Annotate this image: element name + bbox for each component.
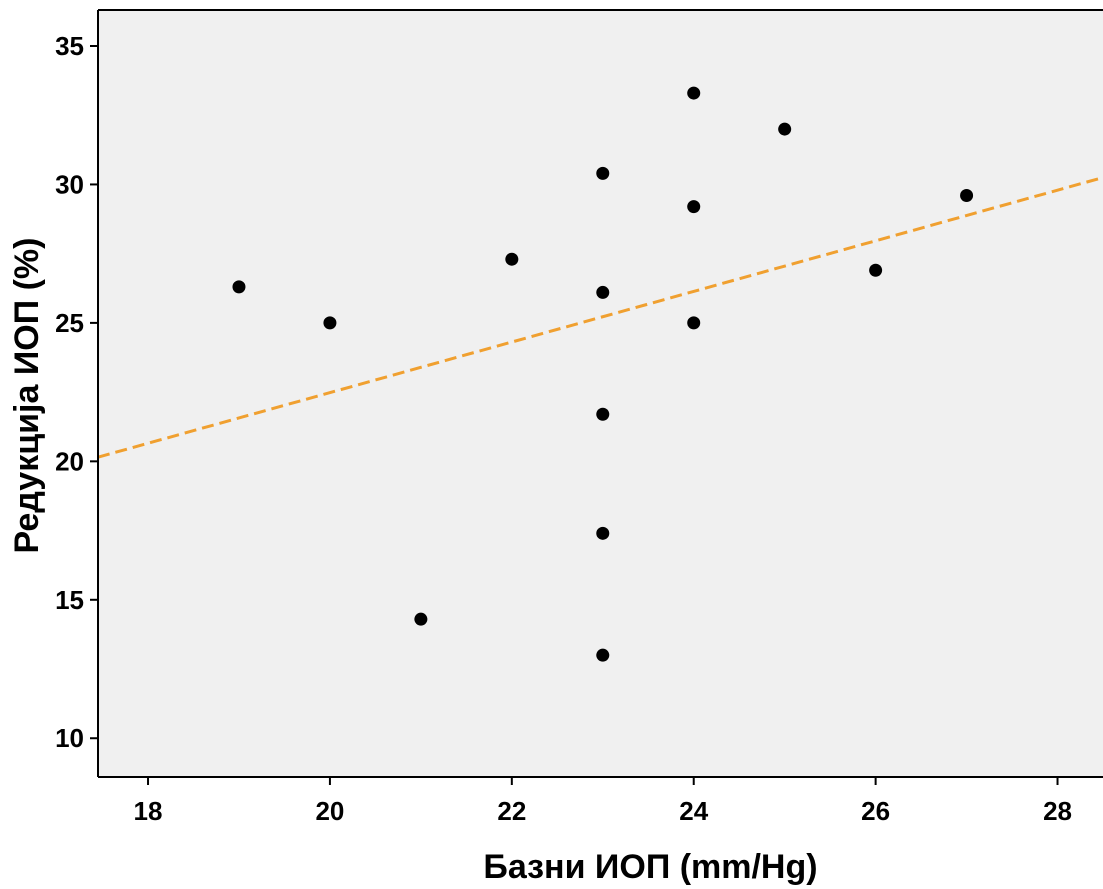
y-tick-label: 30 bbox=[55, 169, 84, 199]
y-tick-label: 15 bbox=[55, 585, 84, 615]
data-point bbox=[687, 86, 701, 100]
y-tick-label: 35 bbox=[55, 31, 84, 61]
data-point bbox=[505, 252, 519, 266]
data-point bbox=[687, 200, 701, 214]
plot-area bbox=[98, 10, 1103, 777]
data-point bbox=[232, 280, 246, 294]
data-point bbox=[596, 166, 610, 180]
x-tick-label: 22 bbox=[497, 796, 526, 826]
x-axis-title: Базни ИОП (mm/Hg) bbox=[483, 848, 817, 886]
y-axis-title: Редукција ИОП (%) bbox=[8, 238, 46, 554]
data-point bbox=[960, 189, 974, 203]
x-tick-label: 20 bbox=[315, 796, 344, 826]
data-point bbox=[869, 263, 883, 277]
axes-layer bbox=[97, 9, 1103, 778]
x-tick-label: 24 bbox=[679, 796, 708, 826]
data-point bbox=[687, 316, 701, 330]
y-tick-label: 10 bbox=[55, 723, 84, 753]
data-point bbox=[596, 285, 610, 299]
x-tick-label: 18 bbox=[134, 796, 163, 826]
fit-line-layer bbox=[97, 176, 1103, 459]
ticks-layer: 18 20 22 24 26 28 10 15 20 25 30 35 bbox=[55, 31, 1072, 826]
x-tick-label: 28 bbox=[1043, 796, 1072, 826]
data-point bbox=[778, 122, 792, 136]
fit-line bbox=[97, 176, 1103, 459]
x-tick-label: 26 bbox=[861, 796, 890, 826]
y-tick-label: 20 bbox=[55, 446, 84, 476]
data-point bbox=[596, 648, 610, 662]
data-point bbox=[323, 316, 337, 330]
data-point bbox=[596, 526, 610, 540]
data-points-layer bbox=[232, 86, 974, 662]
y-tick-label: 25 bbox=[55, 308, 84, 338]
data-point bbox=[596, 407, 610, 421]
data-point bbox=[414, 612, 428, 626]
